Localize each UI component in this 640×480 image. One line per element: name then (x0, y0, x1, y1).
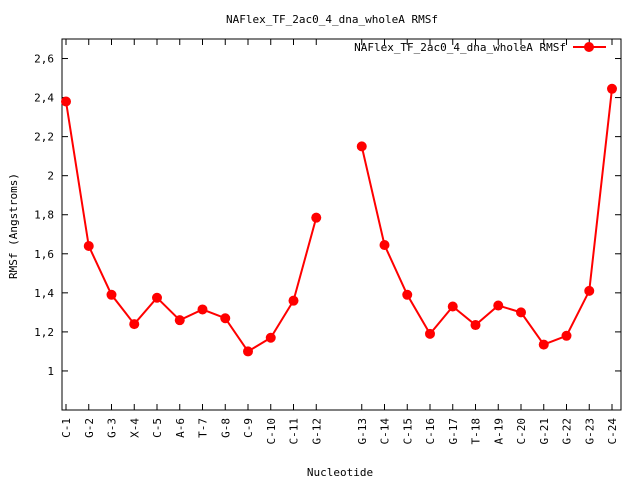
x-tick-label: C-20 (515, 418, 528, 445)
x-tick-label: C-16 (424, 418, 437, 445)
data-point (425, 328, 435, 339)
x-tick-label: C-14 (379, 418, 392, 445)
y-axis-label: RMSf (Angstroms) (7, 173, 20, 279)
data-point (174, 315, 185, 326)
series-line-segment (65, 101, 318, 353)
x-tick-label: T-7 (197, 418, 210, 438)
data-point (356, 141, 367, 152)
data-point (607, 83, 617, 94)
x-tick-label: C-10 (265, 418, 278, 445)
data-point (379, 240, 390, 251)
y-tick-label: 1,8 (34, 209, 54, 222)
x-tick-label: C-9 (242, 418, 255, 438)
x-tick-label: X-4 (128, 418, 141, 438)
y-tick-label: 1,4 (34, 287, 54, 300)
x-tick-label: G-3 (106, 418, 119, 438)
data-point (447, 301, 458, 312)
x-tick-label: G-8 (219, 418, 232, 438)
plot-frame (61, 38, 622, 411)
data-point (106, 289, 117, 300)
data-point (129, 319, 140, 330)
x-tick-label: A-6 (174, 418, 187, 438)
series-lines (65, 88, 613, 353)
data-point (197, 304, 208, 315)
series-points (61, 83, 617, 357)
y-axis: 1 1,2 1,4 1,6 1,8 2 2,2 2,4 2,6 (34, 53, 621, 378)
data-point (584, 285, 595, 296)
x-tick-label: C-24 (606, 418, 619, 445)
y-tick-label: 2,4 (34, 92, 54, 105)
x-tick-label: G-21 (538, 418, 551, 445)
data-point (83, 240, 94, 251)
x-tick-label: G-13 (356, 418, 369, 445)
data-point (516, 307, 526, 318)
data-point (243, 346, 253, 357)
legend-marker-swatch (584, 42, 594, 52)
data-point (470, 320, 481, 331)
series-line-segment (360, 88, 613, 346)
data-point (402, 289, 413, 300)
x-axis-label: Nucleotide (307, 466, 373, 479)
x-tick-label: T-18 (470, 418, 483, 445)
legend-label: NAFlex_TF_2ac0_4_dna_wholeA RMSf (354, 41, 566, 54)
data-point (561, 330, 572, 341)
y-tick-label: 1,2 (34, 326, 54, 339)
x-tick-label: C-5 (151, 418, 164, 438)
data-point (538, 339, 549, 350)
data-point (61, 96, 71, 107)
chart-title: NAFlex_TF_2ac0_4_dna_wholeA RMSf (226, 13, 438, 26)
data-point (311, 212, 322, 223)
data-point (288, 295, 299, 306)
x-tick-label: G-23 (583, 418, 596, 445)
x-tick-label: G-2 (83, 418, 96, 438)
y-tick-label: 1,6 (34, 248, 54, 261)
data-point (220, 313, 231, 324)
x-tick-label: G-17 (447, 418, 460, 445)
y-tick-label: 2,6 (34, 53, 54, 66)
x-tick-label: A-19 (492, 418, 505, 445)
data-point (265, 332, 276, 343)
x-tick-label: G-12 (310, 418, 323, 445)
x-tick-label: C-15 (401, 418, 414, 445)
y-tick-label: 2,2 (34, 131, 54, 144)
x-axis: C-1 G-2 G-3 X-4 C-5 A-6 T-7 G-8 C-9 C-10 C-11 G-12 G… (60, 39, 619, 445)
y-tick-label: 2 (47, 170, 54, 183)
data-point (493, 300, 504, 311)
data-point (152, 292, 162, 303)
y-tick-label: 1 (47, 365, 54, 378)
x-tick-label: C-11 (288, 418, 301, 445)
legend: NAFlex_TF_2ac0_4_dna_wholeA RMSf (354, 41, 606, 54)
x-tick-label: G-22 (561, 418, 574, 445)
x-tick-label: C-1 (60, 418, 73, 438)
